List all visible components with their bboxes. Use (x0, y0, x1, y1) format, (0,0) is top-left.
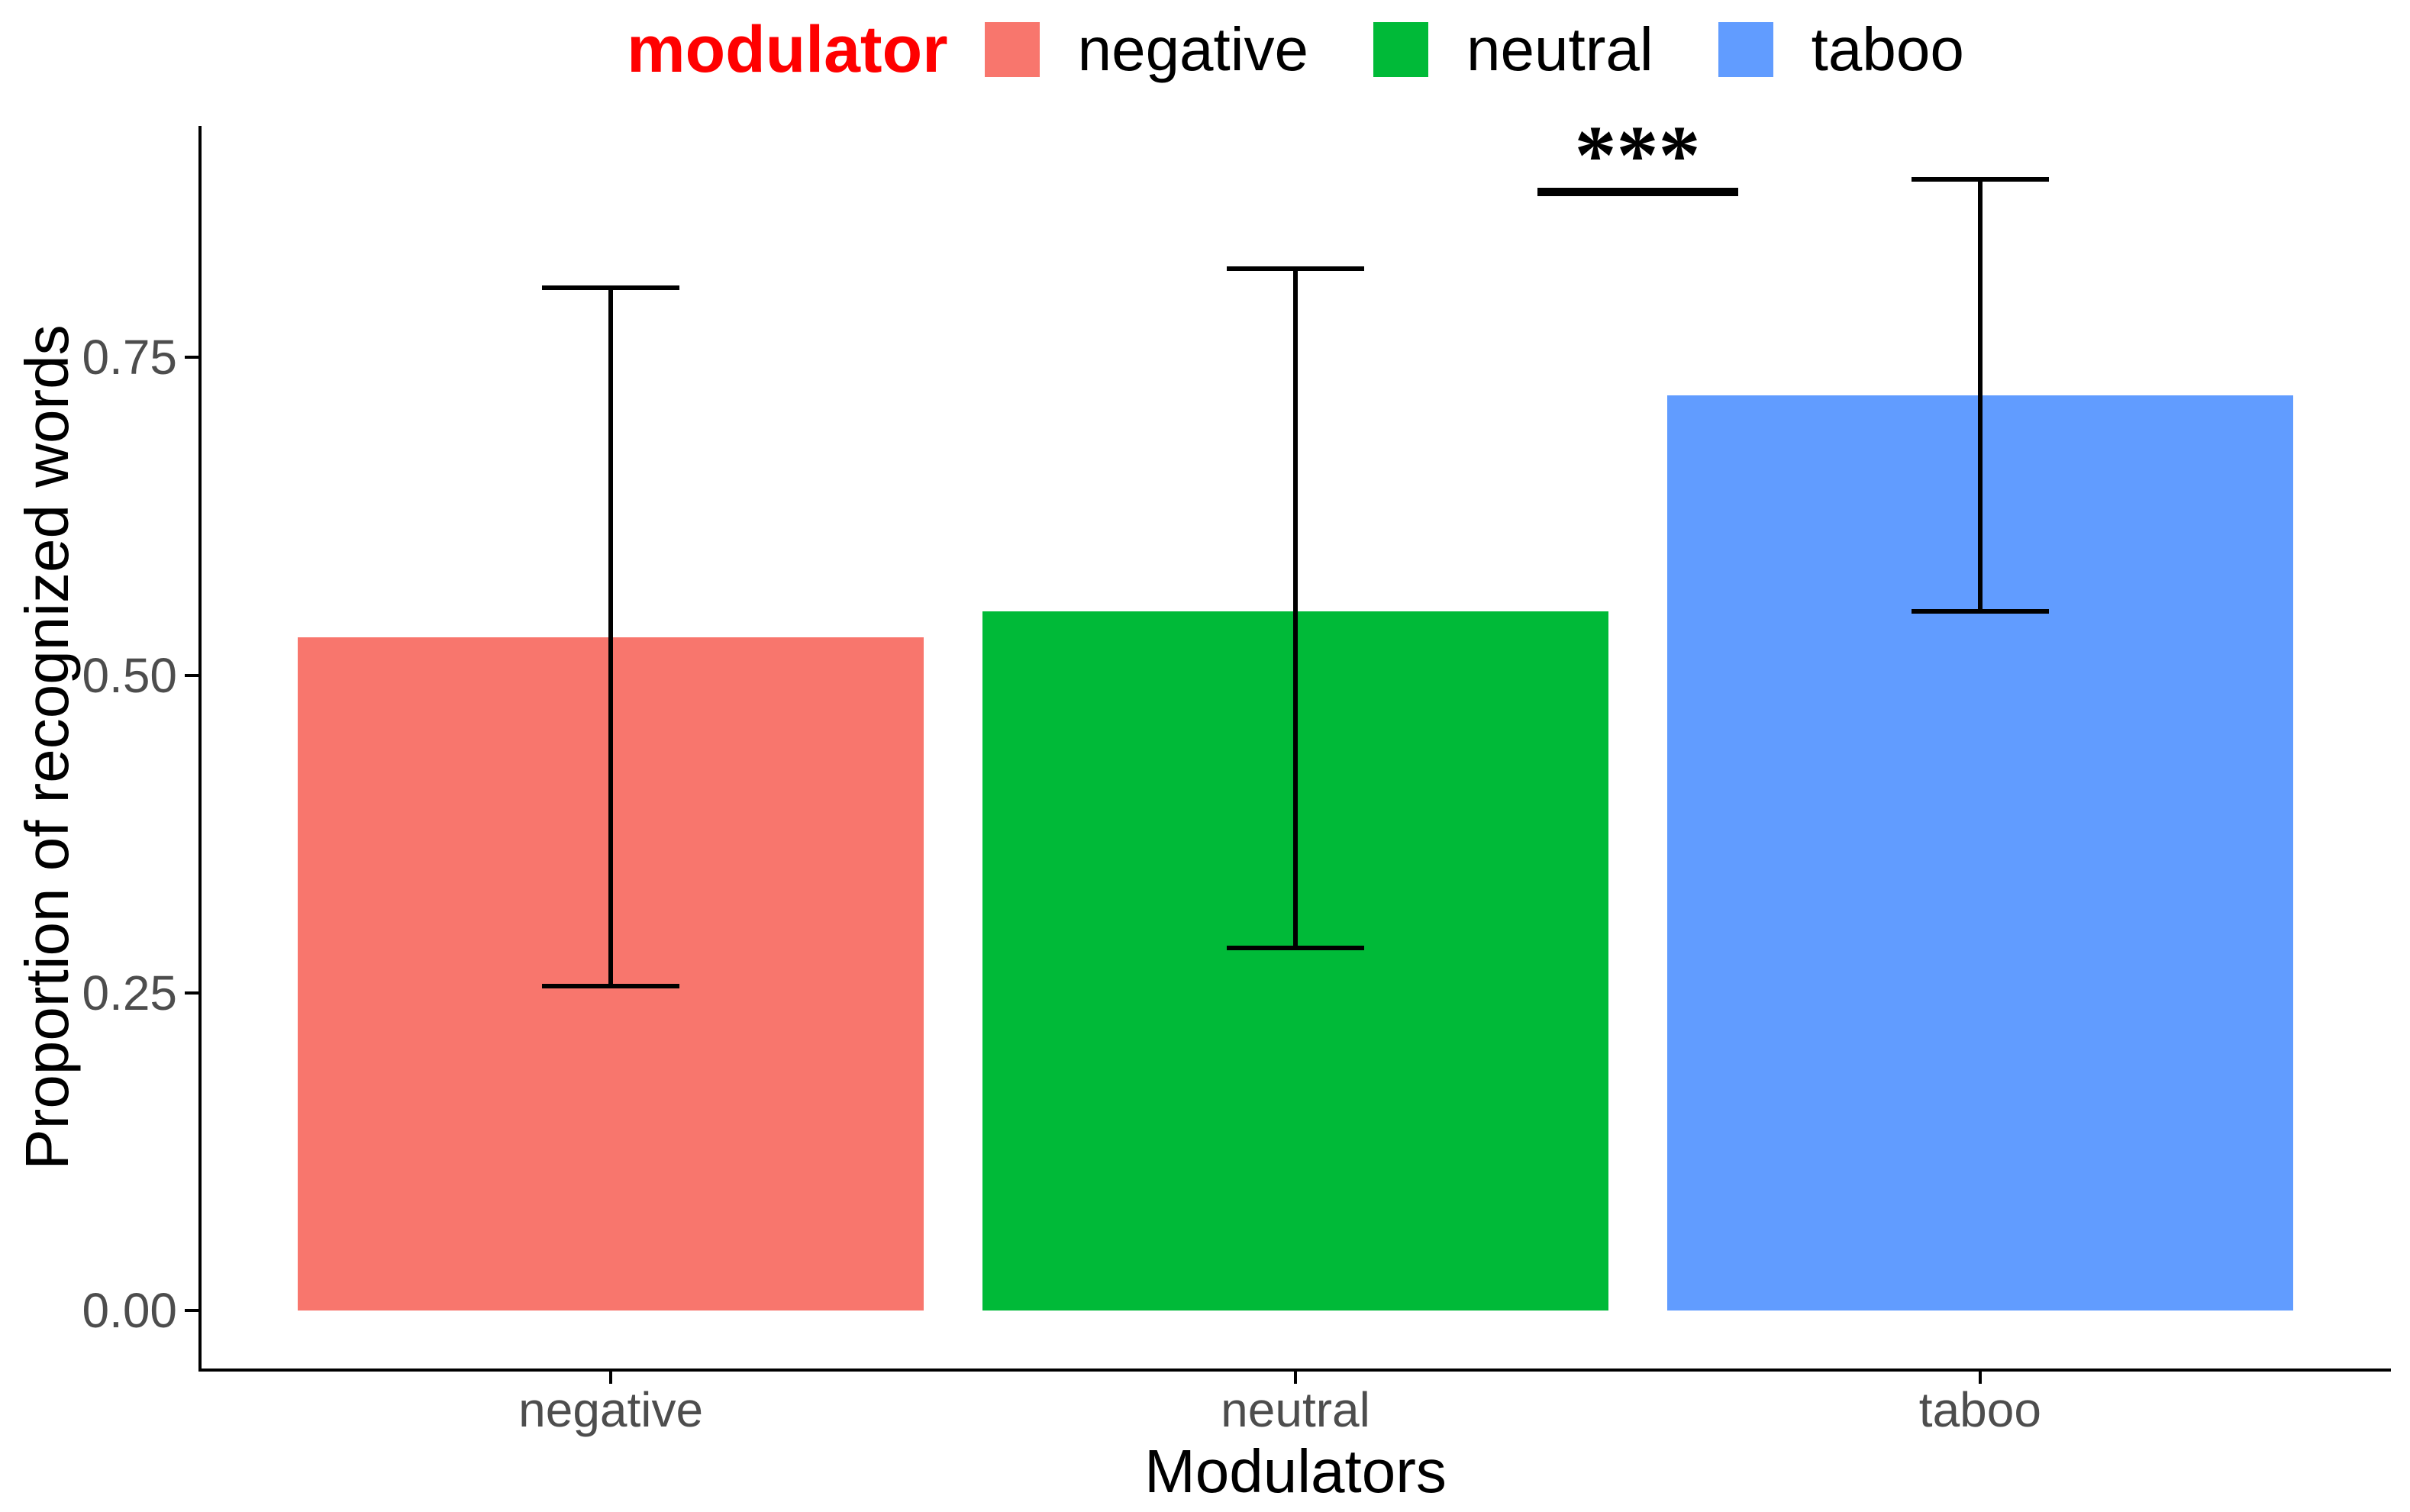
legend-item-taboo: taboo (1718, 19, 1964, 80)
legend-label: taboo (1811, 15, 1964, 83)
x-axis-title: Modulators (1144, 1437, 1447, 1505)
y-tick (185, 356, 198, 359)
y-axis-line (198, 126, 202, 1372)
legend: modulator negative neutral taboo (200, 0, 2391, 99)
error-cap-top-taboo (1911, 177, 2049, 182)
y-tick (185, 673, 198, 677)
legend-items: negative neutral taboo (984, 15, 1964, 83)
y-tick-label: 0.50 (82, 647, 177, 703)
error-bar-neutral (1293, 268, 1298, 949)
x-tick-label: neutral (1221, 1382, 1370, 1437)
legend-item-negative: negative (984, 15, 1309, 83)
x-tick-label: taboo (1918, 1382, 2041, 1437)
legend-title: modulator (627, 13, 948, 86)
y-tick (185, 1309, 198, 1312)
legend-key-taboo (1718, 22, 1773, 77)
y-tick-label: 0.00 (82, 1283, 177, 1338)
legend-label: negative (1077, 15, 1309, 83)
x-tick (1294, 1372, 1297, 1384)
error-cap-top-neutral (1227, 266, 1364, 271)
legend-label: neutral (1466, 15, 1653, 83)
legend-key-neutral (1373, 22, 1429, 77)
error-cap-top-negative (542, 285, 680, 290)
legend-key-negative (984, 22, 1040, 77)
x-tick-label: negative (518, 1382, 704, 1437)
legend-item-neutral: neutral (1373, 19, 1653, 80)
error-bar-negative (608, 287, 614, 987)
error-cap-bottom-neutral (1227, 946, 1364, 951)
error-bar-taboo (1977, 179, 1983, 612)
y-tick (185, 991, 198, 995)
x-tick (609, 1372, 613, 1384)
x-axis-line (198, 1369, 2391, 1372)
error-cap-bottom-negative (542, 984, 680, 989)
significance-line (1537, 188, 1738, 196)
y-axis-title: Proportion of recognized words (13, 324, 81, 1170)
y-tick-label: 0.25 (82, 965, 177, 1020)
error-cap-bottom-taboo (1911, 609, 2049, 614)
y-tick-label: 0.75 (82, 330, 177, 385)
significance-stars: *** (1574, 108, 1701, 201)
x-tick (1978, 1372, 1982, 1384)
